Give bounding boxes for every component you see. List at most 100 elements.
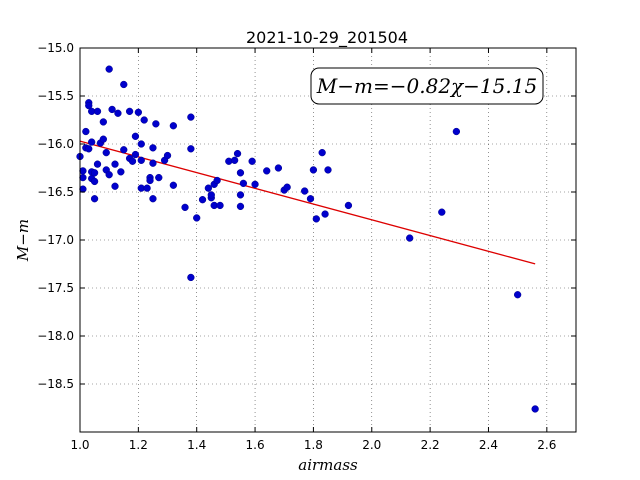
- y-tick-label: −18.5: [37, 377, 74, 391]
- data-point: [90, 177, 99, 186]
- data-point: [309, 166, 318, 174]
- data-point: [137, 140, 145, 148]
- data-point: [513, 291, 522, 299]
- data-point: [114, 109, 122, 117]
- data-point: [125, 107, 134, 116]
- data-point: [79, 167, 87, 175]
- data-point: [155, 173, 163, 182]
- data-point: [82, 127, 90, 136]
- data-point: [312, 215, 320, 223]
- data-point: [99, 118, 107, 126]
- x-axis-label: airmass: [298, 456, 358, 474]
- data-point: [93, 160, 102, 168]
- data-point: [198, 196, 207, 204]
- data-point: [406, 234, 414, 242]
- data-point: [193, 214, 201, 222]
- fit-annotation-text: M−m=−0.82χ−15.15: [316, 74, 537, 98]
- data-point: [236, 202, 245, 211]
- y-tick-label: −16.0: [37, 137, 74, 151]
- data-point: [236, 169, 245, 177]
- data-point: [207, 191, 215, 199]
- data-points: [76, 65, 539, 413]
- fit-annotation: M−m=−0.82χ−15.15: [310, 67, 544, 105]
- data-point: [283, 183, 291, 191]
- data-point: [140, 116, 148, 124]
- data-point: [187, 145, 195, 153]
- data-point: [149, 195, 157, 203]
- data-point: [134, 108, 143, 116]
- data-point: [324, 166, 332, 174]
- x-tick-label: 1.8: [304, 438, 323, 452]
- data-point: [169, 122, 178, 130]
- y-axis-label: M−m: [14, 219, 32, 262]
- x-tick-labels: 1.0 1.2 1.4 1.6 1.8 2.0 2.2 2.4 2.6: [70, 438, 556, 452]
- data-point: [204, 184, 213, 192]
- data-point: [233, 149, 242, 158]
- x-tick-label: 1.2: [129, 438, 148, 452]
- y-tick-label: −18.0: [37, 329, 74, 343]
- x-tick-label: 1.6: [246, 438, 265, 452]
- data-point: [301, 187, 309, 195]
- data-point: [216, 201, 224, 210]
- x-tick-label: 2.4: [479, 438, 498, 452]
- x-tick-label: 2.2: [421, 438, 440, 452]
- data-point: [248, 157, 256, 165]
- data-point: [169, 181, 178, 189]
- fit-annotation-box: [310, 67, 544, 105]
- data-point: [111, 182, 119, 190]
- x-tick-label: 1.4: [187, 438, 206, 452]
- data-point: [131, 150, 140, 159]
- x-tick-label: 2.0: [362, 438, 381, 452]
- data-point: [263, 167, 271, 175]
- data-point: [321, 210, 329, 218]
- data-point: [152, 120, 160, 128]
- data-point: [111, 160, 119, 168]
- data-point: [88, 138, 96, 146]
- data-point: [438, 208, 446, 216]
- data-point: [131, 132, 140, 140]
- y-tick-label: −15.5: [37, 89, 74, 103]
- data-point: [274, 164, 283, 172]
- data-point: [90, 195, 99, 203]
- data-point: [187, 273, 195, 282]
- data-point: [117, 168, 125, 176]
- data-point: [105, 171, 113, 179]
- data-point: [163, 151, 172, 160]
- y-tick-label: −16.5: [37, 185, 74, 199]
- data-point: [531, 405, 539, 413]
- data-point: [213, 176, 221, 185]
- chart-title: 2021-10-29_201504: [246, 28, 408, 48]
- axis-ticks: [79, 47, 576, 432]
- x-tick-label: 1.0: [70, 438, 89, 452]
- data-point: [137, 156, 145, 164]
- data-point: [120, 80, 128, 89]
- data-point: [149, 144, 157, 152]
- y-tick-label: −17.5: [37, 281, 74, 295]
- data-point: [90, 169, 99, 177]
- data-point: [187, 113, 195, 121]
- data-point: [344, 201, 353, 210]
- data-point: [128, 157, 137, 165]
- data-point: [120, 146, 128, 154]
- data-point: [306, 195, 315, 203]
- data-point: [143, 184, 151, 192]
- data-point: [102, 148, 110, 157]
- data-point: [85, 145, 93, 153]
- data-point: [149, 159, 157, 167]
- data-point: [99, 135, 107, 143]
- data-point: [230, 156, 239, 164]
- data-point: [181, 203, 189, 212]
- data-point: [318, 148, 326, 157]
- data-point: [146, 176, 154, 185]
- data-point: [108, 105, 116, 114]
- y-tick-labels: −15.0 −15.5 −16.0 −16.5 −17.0 −17.5 −18.0 −18.5: [37, 41, 74, 391]
- y-tick-label: −15.0: [37, 41, 74, 55]
- data-point: [251, 180, 259, 188]
- data-point: [93, 107, 102, 116]
- x-tick-label: 2.6: [537, 438, 556, 452]
- data-point: [239, 179, 248, 188]
- data-point: [105, 65, 113, 73]
- y-tick-label: −17.0: [37, 233, 74, 247]
- data-point: [236, 191, 245, 199]
